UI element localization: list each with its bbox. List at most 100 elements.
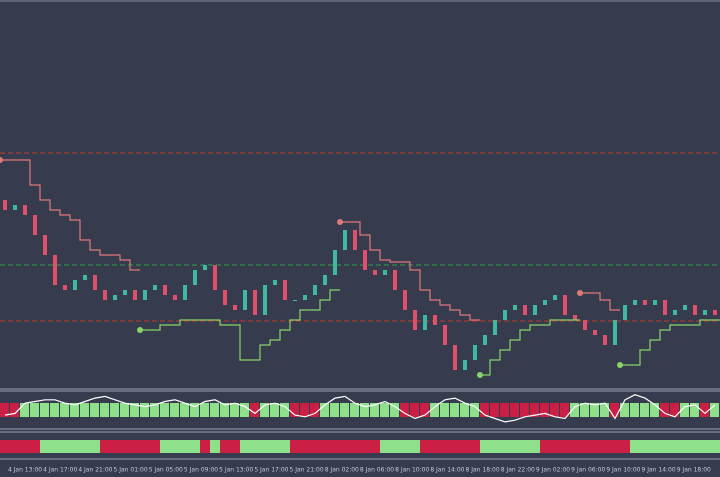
x-tick-label: 5 Jan 01:00: [114, 467, 148, 474]
oscillator-bar: [360, 403, 369, 417]
trend-bar: [10, 440, 20, 453]
candle-body: [633, 300, 637, 305]
candle-body: [703, 310, 707, 315]
oscillator-bar: [430, 403, 439, 417]
oscillator-bar: [440, 403, 449, 417]
trend-bar: [70, 440, 80, 453]
trend-bar: [710, 440, 720, 453]
trend-bar: [530, 440, 540, 453]
oscillator-bar: [490, 403, 499, 417]
x-tick-label: 8 Jan 14:00: [430, 467, 464, 474]
oscillator-bar: [560, 403, 569, 417]
oscillator-bar: [530, 403, 539, 417]
candle-body: [613, 320, 617, 345]
oscillator-bar: [450, 403, 459, 417]
x-tick-label: 8 Jan 18:00: [466, 467, 500, 474]
candle-body: [133, 290, 137, 300]
candle-body: [333, 250, 337, 275]
upper-stop-line-signal: [337, 219, 343, 225]
trend-bar: [250, 440, 260, 453]
candle-body: [143, 290, 147, 300]
candle-body: [173, 295, 177, 300]
trend-bar: [360, 440, 370, 453]
oscillator-bar: [170, 403, 179, 417]
oscillator-bar: [670, 403, 679, 417]
trend-bar: [80, 440, 90, 453]
trend-bar: [390, 440, 400, 453]
candle-body: [203, 265, 207, 270]
trend-bar: [110, 440, 120, 453]
candle-body: [443, 325, 447, 345]
trend-bar: [470, 440, 480, 453]
trend-bar: [260, 440, 270, 453]
candle-body: [353, 230, 357, 250]
oscillator-bar: [310, 403, 319, 417]
oscillator-bar: [180, 403, 189, 417]
candle-body: [663, 300, 667, 315]
oscillator-bar: [700, 403, 709, 417]
trend-bar: [670, 440, 680, 453]
candle-body: [513, 305, 517, 310]
oscillator-bar: [680, 403, 689, 417]
candle-body: [473, 345, 477, 360]
trend-bar: [560, 440, 570, 453]
candle-body: [163, 285, 167, 295]
candle-body: [73, 280, 77, 290]
oscillator-bar: [60, 403, 69, 417]
candle-body: [283, 280, 287, 300]
candle-body: [113, 295, 117, 300]
candle-body: [533, 305, 537, 315]
candle-body: [383, 270, 387, 275]
candle-body: [123, 290, 127, 295]
oscillator-bar: [640, 403, 649, 417]
candle-body: [413, 310, 417, 330]
candle-body: [233, 305, 237, 310]
trend-bar: [550, 440, 560, 453]
trend-bar: [40, 440, 50, 453]
oscillator-line: [4, 394, 716, 423]
trend-bar: [430, 440, 440, 453]
candle-body: [83, 275, 87, 280]
candle-body: [553, 295, 557, 300]
candle-body: [403, 290, 407, 310]
trend-bar: [600, 440, 610, 453]
trend-bar: [290, 440, 300, 453]
oscillator-bar: [520, 403, 529, 417]
oscillator-bar: [370, 403, 379, 417]
oscillator-bar: [280, 403, 289, 417]
candle-body: [393, 270, 397, 290]
oscillator-bar: [40, 403, 49, 417]
candle-body: [423, 315, 427, 330]
oscillator-bar: [230, 403, 239, 417]
trend-bar: [170, 440, 180, 453]
trend-bar: [520, 440, 530, 453]
candle-body: [593, 330, 597, 335]
candle-body: [583, 320, 587, 330]
oscillator-bar: [250, 403, 259, 417]
oscillator-bar: [100, 403, 109, 417]
oscillator-bar: [550, 403, 559, 417]
oscillator-bar: [600, 403, 609, 417]
oscillator-bar: [470, 403, 479, 417]
candle-body: [43, 235, 47, 255]
trend-bar: [210, 440, 220, 453]
trend-bar: [660, 440, 670, 453]
oscillator-bar: [260, 403, 269, 417]
x-tick-label: 4 Jan 17:00: [43, 467, 77, 474]
lower-stop-line-signal: [477, 372, 483, 378]
trend-bar: [610, 440, 620, 453]
oscillator-bar: [570, 403, 579, 417]
oscillator-bar: [120, 403, 129, 417]
oscillator-bar: [240, 403, 249, 417]
candle-body: [713, 310, 717, 315]
oscillator-bar: [410, 403, 419, 417]
x-tick-label: 9 Jan 02:00: [536, 467, 570, 474]
candle-body: [673, 310, 677, 315]
oscillator-bar: [210, 403, 219, 417]
candle-body: [503, 310, 507, 320]
oscillator-bar: [480, 403, 489, 417]
candle-body: [653, 300, 657, 305]
trend-bar: [180, 440, 190, 453]
trend-bar: [410, 440, 420, 453]
